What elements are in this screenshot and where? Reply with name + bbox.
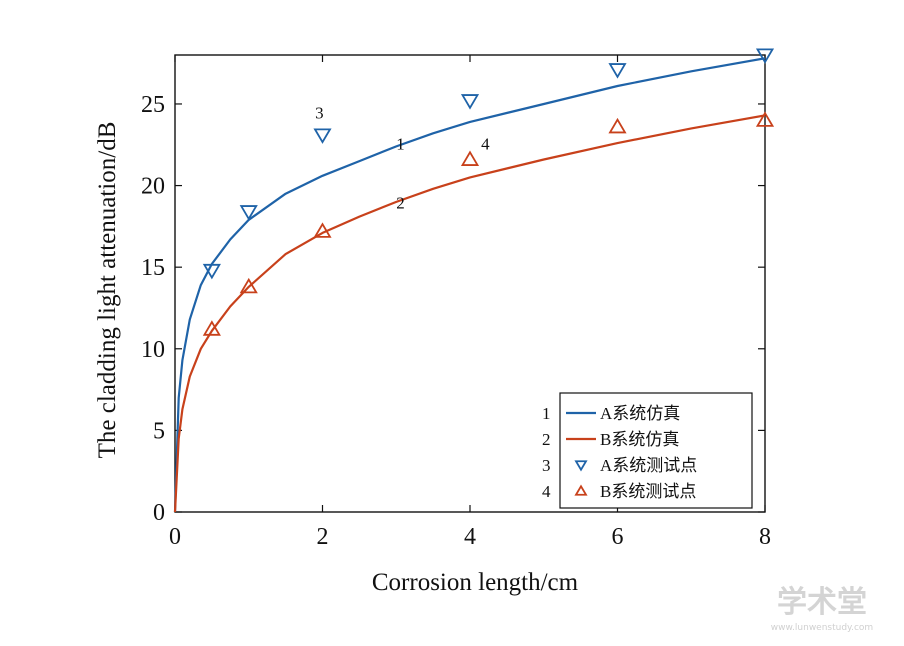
curve-label: 3	[315, 104, 324, 123]
data-point-3	[460, 94, 480, 110]
y-axis-title: The cladding light attenuation/dB	[94, 122, 121, 459]
data-point-4	[313, 222, 332, 238]
data-point-3	[239, 205, 258, 221]
x-tick-label: 8	[759, 524, 771, 550]
data-point-4	[608, 117, 627, 134]
annotations: 1 2 3 4	[315, 104, 490, 213]
y-tick-label: 0	[153, 500, 165, 526]
y-tick-label: 10	[141, 337, 165, 363]
data-point-3	[313, 128, 332, 144]
curve-label: 2	[396, 193, 405, 212]
x-tick-label: 6	[612, 524, 624, 550]
data-point-4	[755, 111, 775, 127]
y-tick-label: 20	[141, 174, 165, 200]
legend-label: B系统测试点	[600, 482, 696, 501]
data-point-3	[755, 48, 775, 64]
watermark-url: www.lunwenstudy.com	[771, 623, 873, 633]
x-tick-label: 0	[169, 524, 181, 550]
x-axis-title: Corrosion length/cm	[372, 569, 579, 596]
legend-label: B系统仿真	[600, 430, 679, 449]
data-point-3	[608, 63, 627, 79]
legend-number: 1	[542, 404, 551, 423]
legend: 1 A系统仿真 2 B系统仿真 3 A系统测试点 4 B系统测试点	[542, 392, 753, 509]
curve-label: 1	[396, 135, 405, 154]
axis-ticks: 0 2 4 6 8 0 5 10 15 20 25	[141, 55, 771, 550]
series-line-1	[173, 57, 766, 513]
legend-label: A系统测试点	[600, 456, 697, 475]
legend-number: 4	[542, 482, 551, 501]
data-point-4	[460, 150, 480, 166]
data-point-4	[202, 320, 221, 336]
watermark: 学术堂 www.lunwenstudy.com	[771, 585, 873, 633]
y-tick-label: 5	[153, 418, 165, 444]
series-layer	[173, 48, 775, 513]
legend-label: A系统仿真	[600, 404, 680, 423]
legend-number: 3	[542, 456, 551, 475]
watermark-text: 学术堂	[777, 585, 867, 620]
y-tick-label: 15	[141, 255, 165, 281]
data-point-3	[202, 263, 221, 280]
series-line-2	[173, 114, 766, 513]
legend-marker-swatch	[574, 484, 588, 496]
data-point-4	[239, 277, 258, 294]
x-tick-label: 4	[464, 524, 476, 550]
y-tick-label: 25	[141, 92, 165, 118]
legend-number: 2	[542, 430, 551, 449]
x-tick-label: 2	[317, 524, 329, 550]
curve-label: 4	[481, 135, 490, 154]
legend-marker-swatch	[574, 460, 588, 472]
